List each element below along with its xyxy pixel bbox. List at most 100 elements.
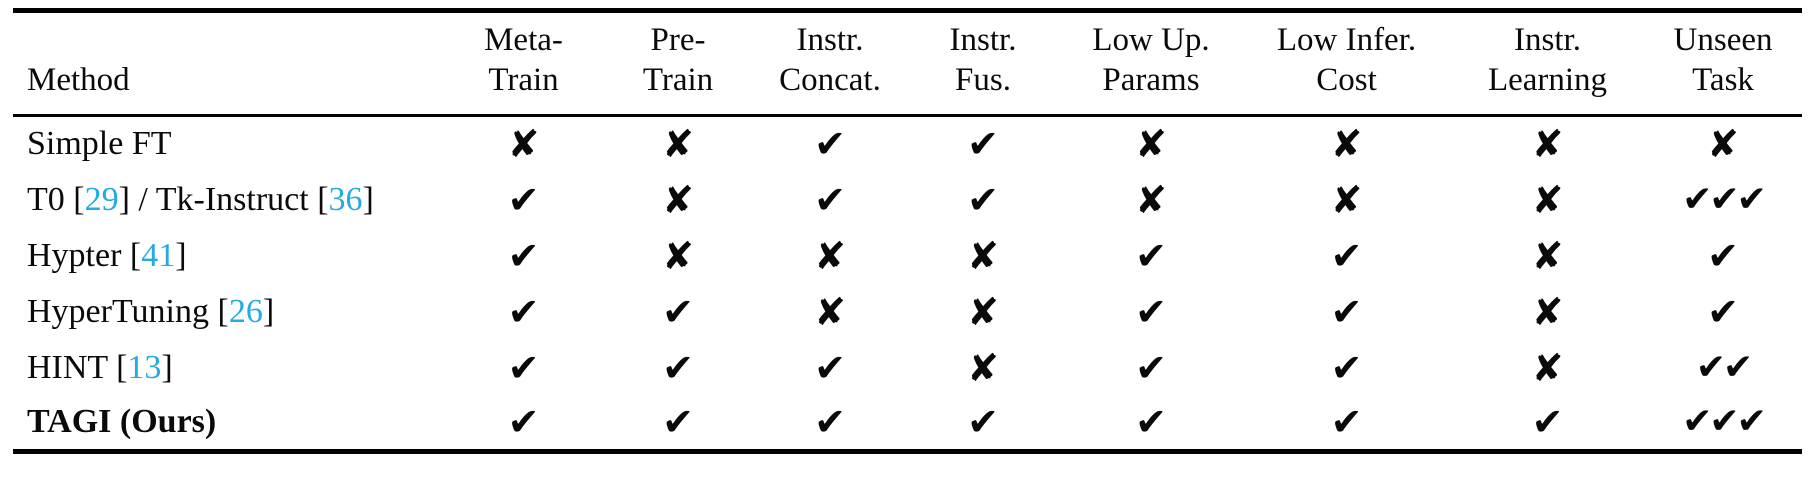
- column-header-pre-train: Pre- Train: [602, 11, 754, 116]
- check-mark-instr-concat: ✔: [814, 400, 846, 445]
- column-header-low-up-params: Low Up. Params: [1060, 11, 1242, 116]
- column-header-line2: Fus.: [955, 62, 1011, 98]
- cross-mark-instr-learning: ✘: [1531, 289, 1564, 334]
- method-label-hint: HINT [13]: [13, 340, 445, 396]
- cross-mark-instr-learning: ✘: [1531, 345, 1564, 390]
- check-mark-x2-unseen-task: ✔✔: [1695, 346, 1753, 388]
- cross-mark-instr-learning: ✘: [1531, 177, 1564, 222]
- citation-link[interactable]: 41: [141, 236, 176, 274]
- citation-link[interactable]: 36: [328, 180, 363, 218]
- table-row-simple-ft: Simple FT ✘ ✘ ✔ ✔ ✘ ✘ ✘ ✘: [13, 116, 1802, 172]
- column-header-line2: Train: [642, 62, 714, 98]
- cross-mark-low-up-params: ✘: [1135, 122, 1167, 167]
- method-text: ]: [362, 180, 374, 218]
- check-mark-x3-unseen-task: ✔✔✔: [1682, 178, 1767, 220]
- column-header-instr-learning: Instr. Learning: [1451, 11, 1644, 116]
- check-mark-low-up-params: ✔: [1135, 289, 1167, 334]
- column-header-line2: Concat.: [779, 62, 881, 98]
- check-mark-instr-fus: ✔: [967, 400, 999, 445]
- method-text: Hypter [: [27, 236, 142, 274]
- check-mark-low-infer-cost: ✔: [1330, 400, 1363, 445]
- column-header-instr-fus: Instr. Fus.: [906, 11, 1060, 116]
- column-header-line1: Instr.: [1514, 22, 1581, 58]
- method-label-tagi-ours: TAGI (Ours): [13, 396, 445, 452]
- table-row-tagi-ours: TAGI (Ours) ✔ ✔ ✔ ✔ ✔ ✔ ✔ ✔✔✔: [13, 396, 1802, 452]
- check-mark-pre-train: ✔: [662, 400, 694, 445]
- column-header-line1: Unseen: [1673, 22, 1773, 58]
- cross-mark-instr-fus: ✘: [967, 345, 999, 390]
- method-text: HINT [: [27, 348, 128, 386]
- header-row: Method Meta- Train Pre- Train Instr. Concat. I…: [13, 11, 1802, 116]
- column-header-line2: Train: [488, 62, 559, 98]
- check-mark-unseen-task: ✔: [1707, 289, 1739, 334]
- method-text: TAGI (Ours): [27, 403, 217, 441]
- check-mark-pre-train: ✔: [662, 289, 694, 334]
- column-header-line1: Low Up.: [1092, 22, 1210, 58]
- table-row-t0-tk-instruct: T0 [29] / Tk-Instruct [36] ✔ ✘ ✔ ✔ ✘ ✘ ✘ ✔✔✔: [13, 172, 1802, 228]
- check-mark-meta-train: ✔: [507, 233, 540, 278]
- cross-mark-instr-learning: ✘: [1531, 233, 1564, 278]
- cross-mark-low-infer-cost: ✘: [1330, 177, 1363, 222]
- column-header-line1: Low Infer.: [1276, 22, 1417, 58]
- check-mark-meta-train: ✔: [507, 289, 540, 334]
- method-text: ]: [161, 348, 173, 386]
- check-mark-unseen-task: ✔: [1707, 233, 1739, 278]
- cross-mark-pre-train: ✘: [662, 233, 694, 278]
- cross-mark-pre-train: ✘: [662, 177, 694, 222]
- check-mark-instr-concat: ✔: [814, 345, 846, 390]
- column-header-line2: Cost: [1316, 62, 1377, 98]
- check-mark-low-infer-cost: ✔: [1330, 289, 1363, 334]
- check-mark-meta-train: ✔: [507, 345, 540, 390]
- citation-link[interactable]: 29: [84, 180, 119, 218]
- column-header-line2: Learning: [1487, 62, 1608, 98]
- column-header-instr-concat: Instr. Concat.: [754, 11, 906, 116]
- column-header-line2: Task: [1692, 62, 1754, 98]
- check-mark-low-up-params: ✔: [1135, 400, 1167, 445]
- column-header-method: Method: [27, 62, 130, 98]
- check-mark-low-up-params: ✔: [1135, 345, 1167, 390]
- column-header-meta-train: Meta- Train: [445, 11, 602, 116]
- check-mark-instr-fus: ✔: [967, 177, 999, 222]
- column-header-line1: Instr.: [796, 22, 864, 58]
- check-mark-low-infer-cost: ✔: [1330, 233, 1363, 278]
- table-row-hint: HINT [13] ✔ ✔ ✔ ✘ ✔ ✔ ✘ ✔✔: [13, 340, 1802, 396]
- check-mark-instr-learning: ✔: [1531, 400, 1564, 445]
- table-row-hypertuning: HyperTuning [26] ✔ ✔ ✘ ✘ ✔ ✔ ✘ ✔: [13, 284, 1802, 340]
- column-header-line1: Instr.: [949, 22, 1017, 58]
- check-mark-low-up-params: ✔: [1135, 233, 1167, 278]
- check-mark-meta-train: ✔: [507, 177, 540, 222]
- check-mark-instr-concat: ✔: [814, 122, 846, 167]
- cross-mark-instr-learning: ✘: [1531, 122, 1564, 167]
- citation-link[interactable]: 26: [228, 292, 263, 330]
- citation-link[interactable]: 13: [127, 348, 162, 386]
- column-header-line1: Meta-: [484, 22, 563, 58]
- cross-mark-instr-fus: ✘: [967, 233, 999, 278]
- cross-mark-unseen-task: ✘: [1707, 122, 1739, 167]
- cross-mark-meta-train: ✘: [507, 122, 540, 167]
- column-header-line2: Params: [1102, 62, 1200, 98]
- method-label-t0-tk-instruct: T0 [29] / Tk-Instruct [36]: [13, 172, 445, 228]
- check-mark-instr-concat: ✔: [814, 177, 846, 222]
- method-text: HyperTuning [: [27, 292, 229, 330]
- method-label-hypter: Hypter [41]: [13, 228, 445, 284]
- method-text: ]: [262, 292, 275, 330]
- method-label-hypertuning: HyperTuning [26]: [13, 284, 445, 340]
- method-label-simple-ft: Simple FT: [13, 116, 445, 172]
- column-header-unseen-task: Unseen Task: [1644, 11, 1802, 116]
- cross-mark-instr-fus: ✘: [967, 289, 999, 334]
- check-mark-x3-unseen-task: ✔✔✔: [1682, 401, 1767, 443]
- table-row-hypter: Hypter [41] ✔ ✘ ✘ ✘ ✔ ✔ ✘ ✔: [13, 228, 1802, 284]
- cross-mark-pre-train: ✘: [662, 122, 694, 167]
- method-feature-table: Method Meta- Train Pre- Train Instr. Concat. I…: [13, 8, 1802, 454]
- check-mark-instr-fus: ✔: [967, 122, 999, 167]
- check-mark-low-infer-cost: ✔: [1330, 345, 1363, 390]
- column-header-line1: Pre-: [650, 22, 706, 58]
- check-mark-pre-train: ✔: [662, 345, 694, 390]
- method-text: ]: [175, 236, 187, 274]
- method-text: Simple FT: [27, 125, 172, 163]
- column-header-low-infer-cost: Low Infer. Cost: [1242, 11, 1451, 116]
- cross-mark-instr-concat: ✘: [814, 233, 846, 278]
- method-text: T0 [: [27, 180, 85, 218]
- cross-mark-low-up-params: ✘: [1135, 177, 1167, 222]
